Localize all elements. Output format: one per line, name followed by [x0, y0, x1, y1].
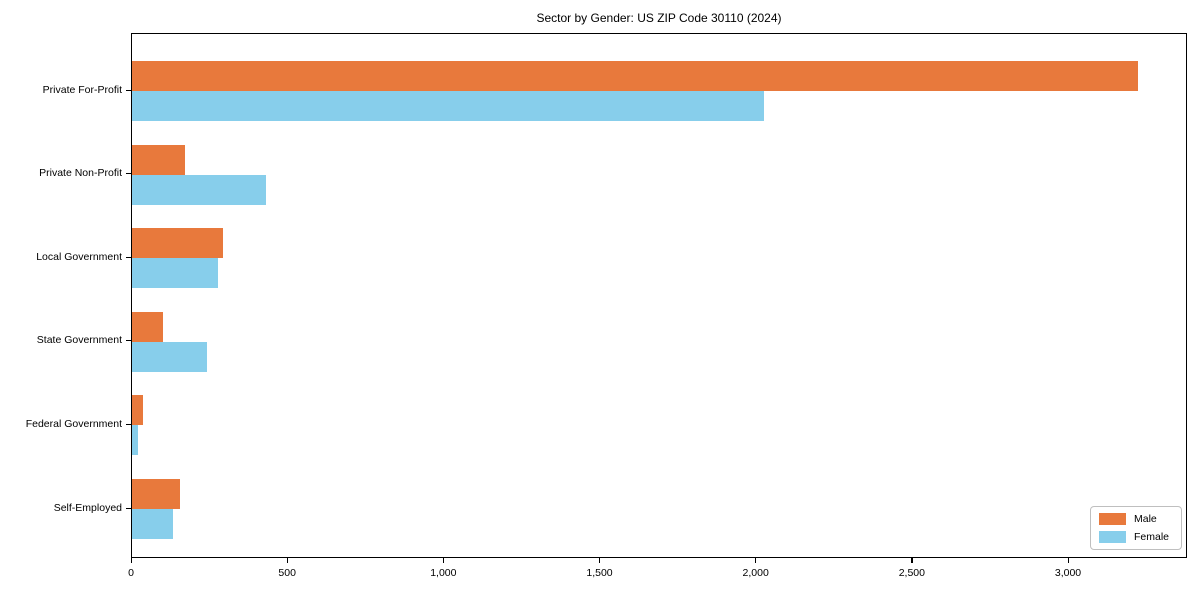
- x-tick-label: 2,500: [898, 567, 925, 579]
- bar-female-state-government: [132, 341, 207, 372]
- bar-male-local-government: [132, 228, 223, 259]
- bar-female-local-government: [132, 258, 218, 289]
- x-tick-mark: [1067, 558, 1069, 563]
- legend-item-female: Female: [1099, 531, 1173, 543]
- x-tick-label: 1,500: [586, 567, 613, 579]
- bar-female-private-for-profit: [132, 91, 765, 121]
- x-tick-mark: [442, 558, 445, 563]
- legend-label-male: Male: [1134, 513, 1157, 525]
- y-tick-label: Self-Employed: [53, 501, 122, 514]
- x-tick-mark: [911, 558, 913, 563]
- legend-item-male: Male: [1099, 513, 1173, 525]
- bar-female-self-employed: [132, 509, 173, 539]
- y-tick-mark: [126, 507, 131, 509]
- y-tick-label: Federal Government: [25, 417, 122, 430]
- x-tick-label: 1,000: [430, 567, 457, 579]
- female-series-swatch: [1099, 531, 1126, 543]
- y-tick-label: Private For-Profit: [42, 83, 122, 96]
- x-tick-mark: [130, 558, 132, 563]
- y-tick-mark: [126, 89, 131, 91]
- x-tick-label: 0: [128, 567, 134, 579]
- bar-female-federal-government: [132, 425, 138, 456]
- plot-area: [131, 33, 1187, 558]
- y-tick-mark: [126, 423, 131, 426]
- x-tick-label: 3,000: [1054, 567, 1082, 579]
- x-tick-label: 500: [278, 567, 296, 579]
- bar-male-state-government: [132, 311, 164, 342]
- bar-female-private-non-profit: [132, 174, 267, 205]
- bar-male-self-employed: [132, 479, 181, 509]
- y-tick-mark: [126, 340, 131, 342]
- bar-male-federal-government: [132, 395, 143, 426]
- x-tick-label: 2,000: [742, 567, 769, 579]
- legend-label-female: Female: [1134, 531, 1170, 543]
- y-tick-mark: [126, 173, 131, 175]
- x-tick-mark: [599, 558, 601, 563]
- bar-male-private-non-profit: [132, 144, 186, 175]
- y-tick-label: Private Non-Profit: [39, 167, 122, 180]
- chart-title: Sector by Gender: US ZIP Code 30110 (202…: [536, 11, 782, 25]
- legend: Male Female: [1090, 506, 1182, 550]
- x-tick-mark: [755, 558, 757, 563]
- x-tick-mark: [286, 558, 288, 563]
- male-series-swatch: [1099, 513, 1126, 525]
- y-tick-label: Local Government: [36, 250, 122, 263]
- y-tick-label: State Government: [36, 334, 122, 347]
- bar-male-private-for-profit: [132, 61, 1138, 91]
- y-tick-mark: [126, 256, 131, 258]
